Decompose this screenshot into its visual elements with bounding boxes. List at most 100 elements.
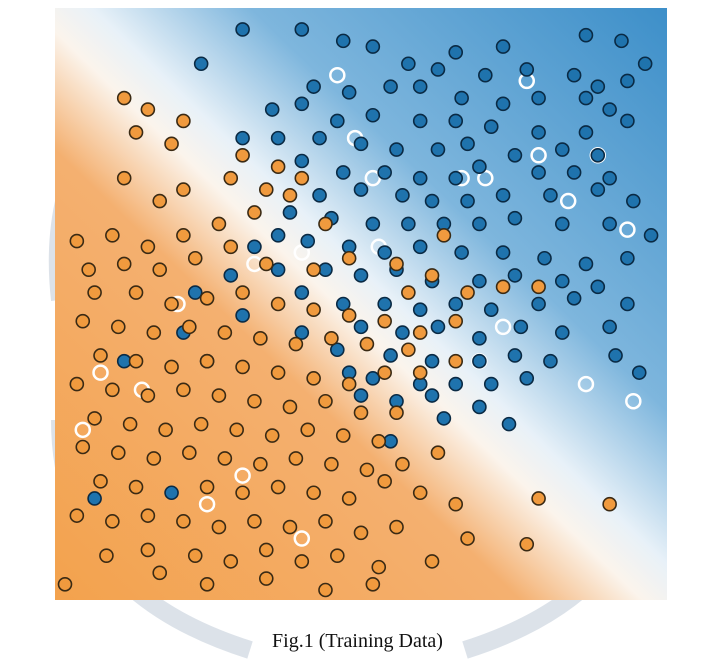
data-point-orange <box>247 205 262 220</box>
data-point-orange <box>211 388 227 403</box>
data-point-orange <box>602 496 617 512</box>
data-point-orange <box>93 474 108 489</box>
data-point-orange <box>128 285 144 300</box>
data-point-orange <box>270 159 286 175</box>
data-point-blue <box>306 79 321 94</box>
data-point-blue <box>223 268 239 283</box>
data-point-orange <box>247 514 262 529</box>
data-point-blue <box>454 245 469 260</box>
data-point-blue <box>578 256 594 272</box>
data-point-blue <box>412 302 428 318</box>
data-point-blue <box>590 279 606 295</box>
data-point-orange <box>93 348 108 363</box>
data-point-orange <box>199 479 215 495</box>
data-point-blue <box>495 39 511 54</box>
data-point-orange <box>105 382 120 398</box>
data-point-orange <box>57 576 73 592</box>
data-point-blue <box>235 308 250 323</box>
data-point-blue <box>566 165 582 180</box>
data-point-orange <box>223 554 239 569</box>
data-point-blue <box>448 296 464 312</box>
data-point-blue <box>377 296 392 312</box>
data-point-orange <box>211 519 227 535</box>
data-point-blue <box>270 228 286 243</box>
data-point-orange <box>223 170 239 186</box>
data-point-blue <box>495 245 511 260</box>
data-point-blue <box>602 102 617 117</box>
data-point-orange <box>122 416 138 432</box>
data-point-orange <box>258 182 274 197</box>
data-point-orange <box>152 262 168 277</box>
data-point-orange <box>430 445 446 461</box>
scatter-plot <box>55 8 667 600</box>
data-point-blue <box>620 73 635 89</box>
data-point-orange <box>116 170 132 186</box>
data-point-blue <box>608 348 623 363</box>
data-point-orange <box>116 90 132 106</box>
data-point-orange <box>152 565 168 581</box>
data-points <box>57 22 659 598</box>
data-point-blue <box>87 491 102 506</box>
data-point-blue <box>454 90 469 106</box>
data-point-orange <box>99 548 114 563</box>
data-point-orange <box>294 170 310 186</box>
data-point-orange <box>152 193 168 209</box>
test-point <box>74 421 92 439</box>
data-point-blue <box>507 268 523 283</box>
data-point-blue <box>507 210 523 226</box>
data-point-blue <box>365 107 381 123</box>
test-point <box>329 66 346 84</box>
data-point-blue <box>602 170 617 186</box>
data-point-blue <box>448 113 464 129</box>
data-point-blue <box>554 142 570 157</box>
data-point-orange <box>176 113 191 129</box>
data-point-blue <box>193 56 209 72</box>
data-point-blue <box>377 165 392 180</box>
data-point-orange <box>247 393 262 409</box>
data-point-orange <box>116 256 132 272</box>
data-point-blue <box>383 348 398 363</box>
data-point-blue <box>472 273 487 289</box>
data-point-orange <box>282 519 298 535</box>
data-point-orange <box>288 451 304 466</box>
data-point-blue <box>501 416 517 432</box>
data-point-orange <box>318 393 333 409</box>
data-point-orange <box>401 342 416 358</box>
data-point-blue <box>620 296 635 312</box>
data-point-orange <box>495 279 511 295</box>
data-point-orange <box>75 313 91 329</box>
data-point-blue <box>365 371 381 386</box>
data-point-orange <box>110 319 126 335</box>
data-point-orange <box>270 365 286 380</box>
data-point-orange <box>81 262 96 277</box>
data-point-blue <box>312 188 327 203</box>
test-point <box>577 375 595 393</box>
data-point-blue <box>519 62 535 77</box>
data-point-blue <box>531 165 546 180</box>
data-point-blue <box>472 353 487 369</box>
data-point-blue <box>590 79 606 94</box>
data-point-orange <box>318 514 333 529</box>
data-point-orange <box>258 542 274 558</box>
data-point-blue <box>643 228 659 243</box>
data-point-blue <box>537 250 552 266</box>
data-point-orange <box>282 399 298 415</box>
data-point-blue <box>543 188 558 203</box>
data-point-blue <box>472 399 487 415</box>
data-point-orange <box>324 456 339 472</box>
data-point-orange <box>395 456 410 472</box>
data-point-orange <box>377 474 392 489</box>
data-point-orange <box>460 531 475 546</box>
data-point-orange <box>270 479 286 495</box>
data-point-blue <box>590 182 606 197</box>
data-point-blue <box>626 193 641 209</box>
data-point-blue <box>424 388 440 403</box>
data-point-orange <box>306 302 321 318</box>
test-point <box>625 392 642 410</box>
data-point-orange <box>128 353 144 369</box>
data-point-blue <box>187 285 203 300</box>
data-point-blue <box>365 39 381 54</box>
data-point-blue <box>341 85 357 100</box>
data-point-orange <box>300 422 316 438</box>
data-point-orange <box>531 279 546 295</box>
